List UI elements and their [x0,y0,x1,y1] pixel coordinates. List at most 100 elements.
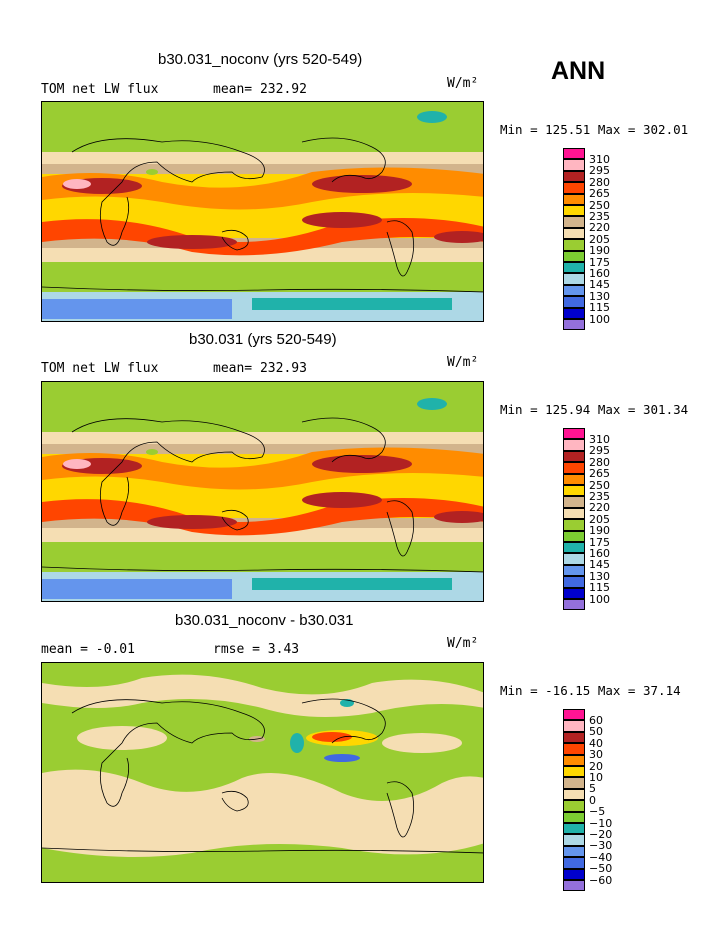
colorbar-tick-label: 265 [589,467,610,481]
colorbar-swatch [563,205,585,217]
colorbar-tick-label: 100 [589,592,610,606]
colorbar-swatch [563,227,585,240]
colorbar-swatch [563,777,585,789]
map-region [252,298,452,310]
colorbar-swatch [563,720,585,732]
colorbar-tick-label: 145 [589,278,610,292]
colorbar-swatch [563,599,585,611]
panel-2-coastlines [42,417,483,573]
colorbar-tick-label: −60 [589,873,613,887]
colorbar-tick-label: 220 [589,221,610,235]
colorbar-swatch [563,766,585,778]
map-region [290,733,304,753]
colorbar-tick-label: 280 [589,175,610,189]
colorbar-swatch [563,507,585,520]
colorbar-tick-label: 295 [589,444,610,458]
colorbar-swatch [563,731,585,744]
panel-1-mean-label: mean= 232.92 [213,82,307,97]
panel-2-variable-label: TOM net LW flux [41,361,159,376]
colorbar-swatch [563,170,585,183]
colorbar-swatch [563,262,585,274]
colorbar-tick-label: 235 [589,489,610,503]
panel-2-map-svg [42,382,483,601]
colorbar-swatch [563,473,585,485]
colorbar-tick-label: 5 [589,782,596,796]
colorbar-tick-label: 250 [589,198,610,212]
map-region [63,179,91,189]
panel-1-colorbar: 310 295 280 265 250 235 220 205 190 175 160 145 130 1… [563,148,610,331]
colorbar-swatch [563,880,585,892]
map-region [42,674,483,717]
map-region [252,578,452,590]
map-region [147,235,237,249]
colorbar-tick-label: 220 [589,501,610,515]
colorbar-tick-label: 115 [589,301,610,315]
colorbar-swatch [563,450,585,463]
colorbar-swatch [563,857,585,869]
panel-3-map-svg [42,663,483,882]
colorbar-tick-label: 160 [589,546,610,560]
colorbar-tick-label: 130 [589,289,610,303]
map-region [146,169,158,175]
map-region [146,449,158,455]
colorbar-tick-label: 0 [589,793,596,807]
colorbar-tick-label: 115 [589,581,610,595]
panel-3-units-label: W/m² [447,636,479,651]
colorbar-swatch [563,811,585,823]
colorbar-swatch [563,284,585,297]
panel-1-variable-label: TOM net LW flux [41,82,159,97]
colorbar-swatch [563,834,585,846]
panel-1-coastlines [42,137,483,293]
colorbar-tick-label: 160 [589,266,610,280]
colorbar-tick-label: 310 [589,152,610,166]
map-region [63,459,91,469]
colorbar-swatch [563,182,585,194]
map-region [434,231,483,243]
panel-2-minmax: Min = 125.94 Max = 301.34 [500,402,689,417]
colorbar-tick-label: 20 [589,759,603,773]
colorbar-tick-label: 145 [589,558,610,572]
colorbar-tick-label: 40 [589,736,603,750]
map-region [312,732,352,742]
colorbar-tick-label: 190 [589,244,610,258]
panel-1-units-label: W/m² [447,76,479,91]
colorbar-swatch [563,428,585,440]
colorbar-swatch [563,319,585,331]
colorbar-swatch [563,193,585,205]
panel-3-mean-label: mean = -0.01 [41,642,135,657]
panel-1-minmax: Min = 125.51 Max = 302.01 [500,122,689,137]
panel-2-map [41,381,484,602]
colorbar-tick-label: 250 [589,478,610,492]
map-region [382,733,462,753]
map-region [302,212,382,228]
colorbar-swatch [563,216,585,228]
map-region [417,111,447,123]
colorbar-swatch [563,148,585,160]
colorbar-swatch [563,553,585,565]
panel-3-map [41,662,484,883]
colorbar-tick-label: −10 [589,816,613,830]
colorbar-tick-label: 60 [589,713,603,727]
panel-3-rmse-label: rmse = 3.43 [213,642,300,657]
map-region [42,579,232,599]
map-region [417,398,447,410]
colorbar-swatch [563,250,585,262]
map-region [434,511,483,523]
map-region [42,218,483,256]
colorbar-tick-label: −40 [589,850,613,864]
colorbar-swatch [563,462,585,474]
colorbar-tick-label: 310 [589,432,610,446]
map-region [147,515,237,529]
colorbar-swatch [563,800,585,812]
colorbar-swatch [563,542,585,554]
colorbar-tick-label: 205 [589,512,610,526]
map-region [324,754,360,762]
panel-2-title: b30.031 (yrs 520-549) [189,331,337,348]
panel-2-mean-label: mean= 232.93 [213,361,307,376]
colorbar-swatch [563,576,585,588]
colorbar-tick-label: 235 [589,209,610,223]
colorbar-tick-label: 10 [589,770,603,784]
colorbar-swatch [563,439,585,451]
map-region [312,455,412,473]
colorbar-swatch [563,159,585,171]
